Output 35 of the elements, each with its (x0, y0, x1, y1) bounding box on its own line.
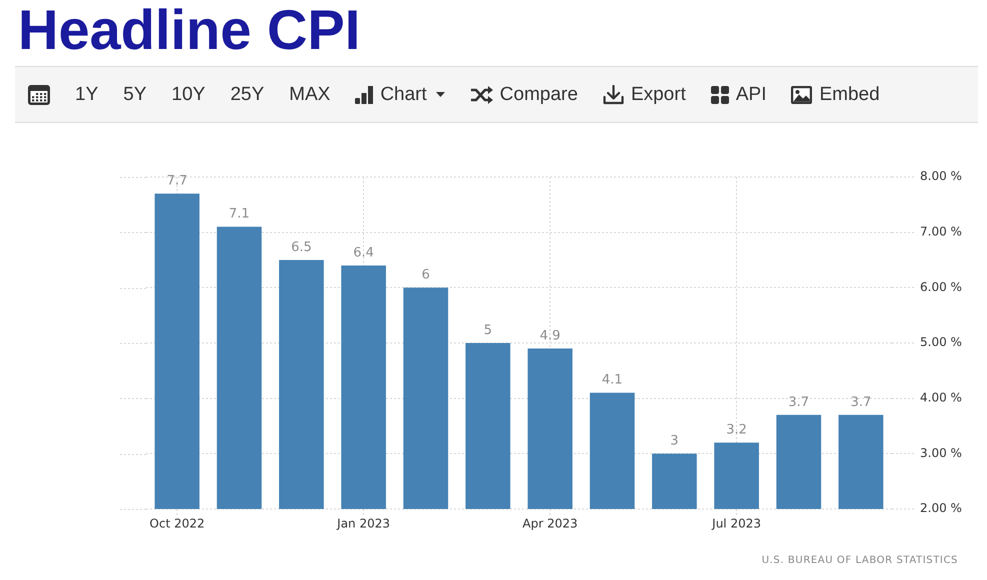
text: MAX (289, 84, 330, 106)
y-tick-label: 2.00 % (920, 501, 962, 516)
text: Chart (380, 84, 427, 106)
x-tick-label: Oct 2022 (150, 516, 205, 530)
data-label: 3.2 (726, 422, 747, 438)
y-tick-label: 7.00 % (920, 224, 962, 238)
y-tick-label: 3.00 % (920, 446, 962, 460)
text: 5Y (123, 84, 146, 106)
data-label: 4.1 (602, 372, 623, 388)
data-label: 3.7 (788, 394, 810, 410)
data-label: 5 (484, 322, 492, 338)
text: 25Y (230, 84, 264, 106)
y-tick-label: 4.00 % (920, 390, 962, 404)
data-label: 3 (670, 434, 679, 449)
data-label: 7.7 (166, 173, 188, 188)
data-label: 6.4 (353, 245, 374, 260)
text: Compare (500, 84, 578, 106)
y-tick-label: 8.00 % (920, 169, 962, 184)
y-tick-label: 5.00 % (920, 335, 962, 350)
text: 10Y (172, 84, 206, 106)
text: 1Y (75, 84, 98, 106)
text: Embed (819, 84, 880, 106)
x-tick-label: Jul 2023 (711, 516, 762, 530)
data-label: 6 (422, 268, 430, 283)
text: U.S. BUREAU OF LABOR STATISTICS (762, 555, 958, 566)
data-label: 6.5 (291, 240, 312, 255)
chart-title: Headline CPI (18, 0, 360, 62)
data-label: 3.7 (850, 394, 872, 410)
x-tick-label: Apr 2023 (522, 516, 578, 530)
data-label: 4.9 (540, 328, 560, 344)
y-tick-label: 6.00 % (920, 280, 962, 294)
data-label: 7.1 (228, 206, 250, 222)
text: Export (630, 84, 686, 106)
x-tick-label: Jan 2023 (336, 516, 390, 530)
text: API (736, 84, 766, 106)
